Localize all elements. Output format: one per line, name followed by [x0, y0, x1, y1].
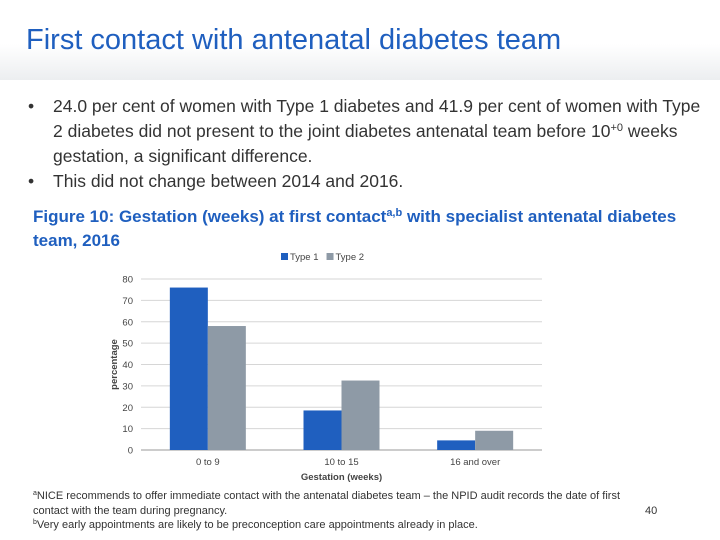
figure-caption: Figure 10: Gestation (weeks) at first co…: [33, 205, 713, 253]
y-tick-label: 70: [122, 296, 133, 307]
legend-swatch: [326, 253, 334, 260]
figure-caption-text: Figure 10: Gestation (weeks) at first co…: [33, 207, 387, 226]
y-tick-label: 50: [122, 339, 133, 350]
bar-type-1: [437, 440, 476, 450]
y-tick-label: 20: [122, 403, 133, 414]
bullet-2-text: This did not change between 2014 and 201…: [53, 171, 404, 191]
y-tick-label: 80: [122, 275, 133, 286]
footnote-a-marker: a: [33, 490, 37, 497]
y-tick-label: 0: [128, 446, 133, 457]
bullet-1-text-end: weeks gestation, a significant differenc…: [53, 121, 678, 166]
y-tick-label: 40: [122, 360, 133, 371]
footnote-b-marker: b: [33, 519, 37, 526]
y-axis-title: percentage: [109, 339, 120, 390]
footnotes: aNICE recommends to offer immediate cont…: [33, 489, 633, 533]
y-tick-label: 60: [122, 317, 133, 328]
bar-type-1: [303, 410, 342, 450]
y-tick-label: 30: [122, 381, 133, 392]
x-axis-title: Gestation (weeks): [301, 472, 382, 483]
title-band: [0, 0, 720, 80]
bullet-1-text: 24.0 per cent of women with Type 1 diabe…: [53, 96, 701, 141]
footnote-a-text: NICE recommends to offer immediate conta…: [33, 490, 620, 517]
legend-label: Type 1: [290, 252, 319, 263]
page-number: 40: [645, 505, 658, 517]
figure-caption-text-end: with specialist antenatal diabetes team,…: [33, 207, 677, 250]
legend-swatch: [281, 253, 288, 260]
x-tick-label: 0 to 9: [196, 457, 220, 468]
y-tick-label: 10: [122, 424, 133, 435]
bar-type-1: [169, 287, 208, 450]
figure-caption-superscript: a,b: [386, 207, 403, 219]
bar-type-2: [207, 326, 246, 450]
bullet-list: 24.0 per cent of women with Type 1 diabe…: [28, 94, 708, 194]
x-tick-label: 10 to 15: [324, 457, 358, 468]
footnote-b: bVery early appointments are likely to b…: [33, 518, 633, 533]
legend-label: Type 2: [336, 252, 365, 263]
bar-chart: 0 10 20 30 40 50 60 70 80 0 to 9 10 to 15 16 and ov…: [109, 252, 542, 483]
page-title: First contact with antenatal diabetes te…: [26, 24, 562, 56]
bar-type-2: [475, 430, 514, 450]
bullet-item-2: This did not change between 2014 and 201…: [28, 169, 708, 194]
footnote-b-text: Very early appointments are likely to be…: [36, 519, 478, 531]
bullet-item-1: 24.0 per cent of women with Type 1 diabe…: [28, 94, 708, 169]
x-tick-label: 16 and over: [450, 457, 500, 468]
footnote-a: aNICE recommends to offer immediate cont…: [33, 489, 633, 518]
bullet-1-superscript: +0: [610, 122, 624, 134]
bar-type-2: [341, 380, 380, 450]
